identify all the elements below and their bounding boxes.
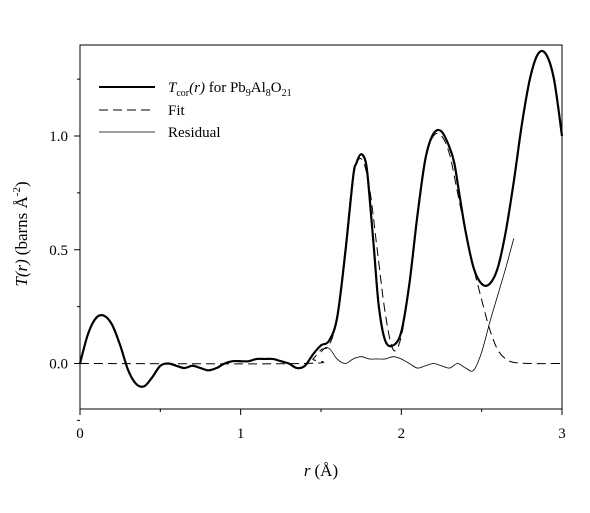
x-tick-label: 3 xyxy=(558,426,566,442)
series-lines xyxy=(78,49,564,388)
series-line-residual xyxy=(320,238,515,372)
legend-tcor-mid: for Pb xyxy=(205,80,246,96)
y-axis-var: T(r) xyxy=(12,259,31,287)
legend-tcor-var: T xyxy=(168,80,178,96)
legend-tcor-el3: O xyxy=(271,80,282,96)
legend-tcor-sub2: 8 xyxy=(266,88,271,99)
axis-ticks: 0 1 2 3 0.0 0.5 1.0 xyxy=(49,78,566,442)
x-axis-unit: (Å) xyxy=(315,461,339,480)
y-axis-unit: (barns Å xyxy=(12,195,31,255)
x-tick-label: 0 xyxy=(76,426,84,442)
x-axis-title: r (Å) xyxy=(304,461,338,480)
x-axis-var: r xyxy=(304,461,311,480)
x-tick-label: 1 xyxy=(237,426,245,442)
series-line-tcor xyxy=(78,49,564,388)
legend-tcor-sub3: 21 xyxy=(282,88,292,99)
series-line-fit xyxy=(79,132,563,365)
y-tick-label: 1.0 xyxy=(49,129,68,145)
legend-tcor-sub1: 9 xyxy=(246,88,251,99)
x-tick-label: 2 xyxy=(398,426,406,442)
y-axis-unit-close: ) xyxy=(12,181,31,187)
legend-tcor-arg: (r) xyxy=(189,80,205,96)
legend: Tcor(r) for Pb9Al8O21 Fit Residual xyxy=(99,80,292,141)
y-tick-label: 0.0 xyxy=(49,357,68,373)
legend-label-tcor: Tcor(r) for Pb9Al8O21 xyxy=(168,80,292,99)
y-tick-label: 0.5 xyxy=(49,243,68,259)
legend-tcor-sub: cor xyxy=(176,88,189,99)
y-axis-unit-exp: -2 xyxy=(11,187,23,196)
legend-label-residual: Residual xyxy=(168,125,221,141)
y-axis-title: T(r) (barns Å-2) xyxy=(11,181,31,286)
plot-frame xyxy=(79,44,563,410)
legend-label-fit: Fit xyxy=(168,103,186,119)
legend-tcor-el2: Al xyxy=(251,80,266,96)
